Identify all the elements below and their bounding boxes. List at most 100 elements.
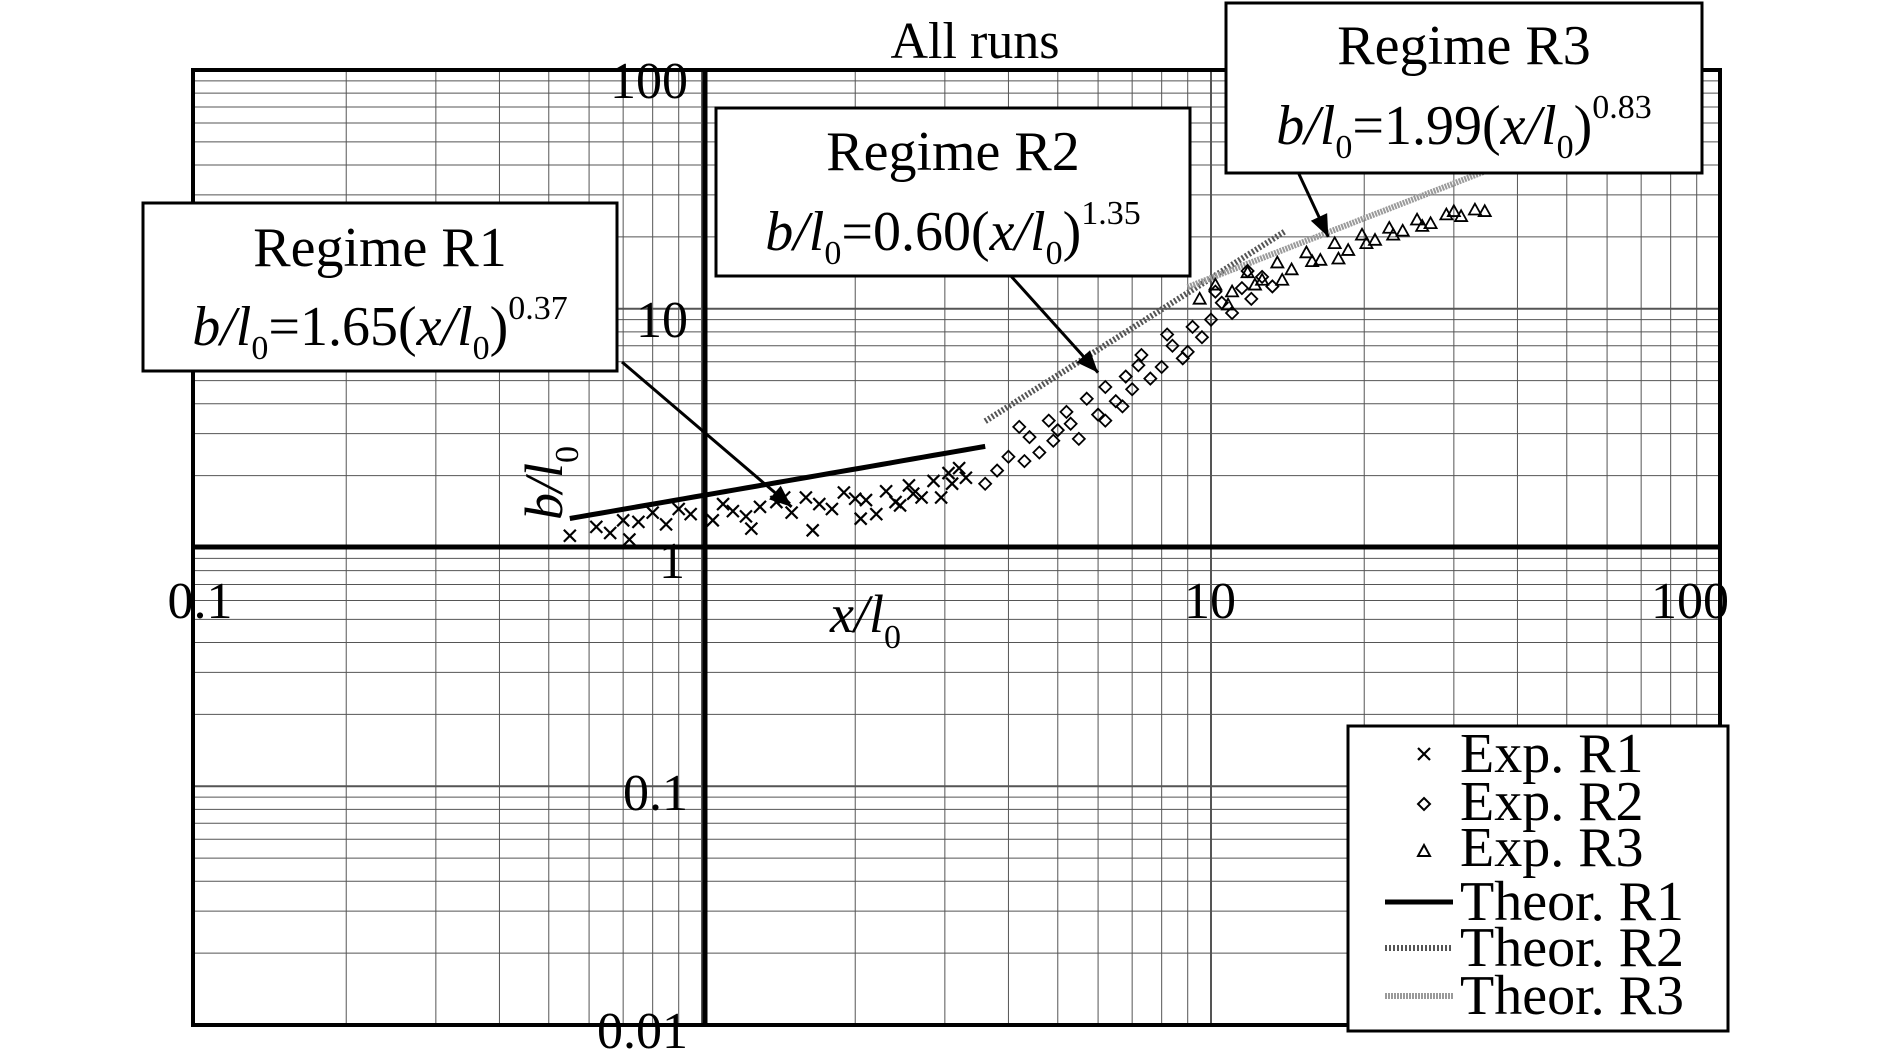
theory-line-r1 bbox=[569, 443, 986, 521]
y-axis-label-main: b/l bbox=[514, 463, 574, 520]
legend: Exp. R1 Exp. R2 Exp. R3 Theor. R1 Theor.… bbox=[1346, 723, 1730, 1033]
cross-stroke bbox=[812, 497, 827, 511]
arrow-head-r1 bbox=[769, 485, 792, 507]
annotation-title: Regime R1 bbox=[253, 217, 507, 279]
legend-frame bbox=[1346, 724, 1730, 1033]
cross-marker bbox=[603, 526, 617, 540]
y-tick-label: 100 bbox=[610, 53, 688, 110]
triangle-marker bbox=[1385, 226, 1401, 241]
cross-stroke bbox=[853, 511, 868, 526]
cross-marker bbox=[902, 478, 916, 493]
cross-stroke bbox=[716, 497, 730, 511]
cross-stroke bbox=[622, 532, 637, 547]
cross-marker bbox=[616, 513, 630, 528]
triangle-marker bbox=[1224, 283, 1240, 298]
cross-marker bbox=[589, 520, 604, 534]
cross-marker bbox=[859, 493, 873, 507]
legend-item-theor-r3: Theor. R3 bbox=[1385, 965, 1684, 1027]
triangle-marker bbox=[1304, 253, 1320, 268]
annotation-equation: b/l0=0.60(x/l0)1.35 bbox=[765, 195, 1141, 272]
cross-marker bbox=[784, 505, 799, 520]
triangle-marker bbox=[1274, 272, 1290, 286]
diamond-marker bbox=[1185, 319, 1200, 335]
x-axis-label-main: x/l bbox=[829, 584, 884, 644]
legend-label: Theor. R1 bbox=[1460, 871, 1684, 933]
cross-stroke bbox=[799, 490, 813, 505]
triangle-marker bbox=[1240, 264, 1256, 279]
diamond-marker bbox=[1098, 379, 1113, 395]
diamond-marker bbox=[1118, 369, 1134, 384]
annotation-box-r3: Regime R3 b/l0=1.99(x/l0)0.83 bbox=[1224, 1, 1704, 175]
triangle-marker bbox=[1477, 203, 1493, 217]
cross-stroke bbox=[589, 520, 604, 534]
triangle-marker bbox=[1423, 215, 1439, 229]
cross-marker bbox=[926, 474, 941, 488]
annotation-coef: 1.99 bbox=[1384, 95, 1482, 157]
annotation-equation: b/l0=1.65(x/l0)0.37 bbox=[192, 290, 568, 367]
diamond-marker bbox=[1254, 269, 1270, 285]
legend-label: Theor. R2 bbox=[1460, 917, 1684, 979]
legend-label: Exp. R3 bbox=[1460, 817, 1644, 879]
cross-stroke bbox=[888, 495, 903, 509]
cross-marker bbox=[799, 490, 813, 505]
legend-item-exp-r3: Exp. R3 bbox=[1416, 817, 1644, 879]
cross-marker bbox=[622, 532, 637, 547]
diamond-marker bbox=[1098, 413, 1113, 428]
cross-stroke bbox=[859, 493, 873, 507]
triangle-marker bbox=[1330, 250, 1346, 265]
triangle-marker bbox=[1284, 261, 1300, 276]
cross-marker bbox=[805, 523, 820, 538]
cross-stroke bbox=[945, 476, 959, 491]
y-axis-label-sub: 0 bbox=[549, 446, 586, 463]
cross-stroke bbox=[784, 505, 799, 520]
annotation-exponent: 0.83 bbox=[1592, 89, 1652, 126]
diamond-marker bbox=[1050, 422, 1066, 438]
diamond-marker bbox=[1032, 445, 1047, 460]
diamond-marker bbox=[1115, 399, 1130, 414]
arrow-line-r1 bbox=[621, 360, 793, 508]
cross-marker bbox=[848, 491, 863, 506]
triangle-marker bbox=[1269, 254, 1285, 269]
cross-marker-icon bbox=[1417, 747, 1431, 761]
triangle-marker bbox=[1312, 252, 1328, 266]
legend-item-exp-r2: Exp. R2 bbox=[1416, 771, 1644, 833]
cross-stroke bbox=[603, 526, 617, 540]
triangle-marker bbox=[1298, 244, 1314, 259]
x-tick-label: 10 bbox=[1184, 573, 1236, 630]
cross-marker bbox=[853, 511, 868, 526]
cross-stroke bbox=[683, 507, 698, 521]
diamond-marker bbox=[1124, 381, 1140, 397]
y-tick-label: 0.01 bbox=[597, 1003, 688, 1060]
cross-stroke bbox=[959, 470, 973, 485]
annotation-frame bbox=[1224, 1, 1704, 175]
triangle-marker bbox=[1367, 232, 1383, 246]
cross-stroke bbox=[952, 461, 966, 475]
cross-marker bbox=[706, 513, 720, 528]
cross-stroke bbox=[926, 474, 941, 488]
cross-marker bbox=[671, 502, 686, 516]
legend-item-theor-r2: Theor. R2 bbox=[1385, 917, 1684, 979]
diamond-marker bbox=[1180, 344, 1195, 360]
annotation-title: Regime R2 bbox=[826, 121, 1080, 183]
annotation-title: Regime R3 bbox=[1337, 15, 1591, 77]
cross-stroke bbox=[879, 484, 893, 499]
cross-marker bbox=[888, 495, 903, 509]
diamond-marker bbox=[1203, 312, 1219, 327]
cross-stroke bbox=[616, 513, 630, 528]
y-tick-label: 0.1 bbox=[623, 765, 688, 822]
y-tick-label: 10 bbox=[636, 292, 688, 349]
cross-stroke bbox=[837, 485, 851, 500]
diamond-marker bbox=[1131, 357, 1146, 373]
cross-marker bbox=[837, 485, 851, 500]
diamond-marker bbox=[1244, 291, 1259, 307]
cross-stroke bbox=[934, 490, 948, 505]
theory-lines bbox=[569, 167, 1489, 521]
x-axis-label-sub: 0 bbox=[884, 619, 901, 656]
cross-stroke bbox=[941, 466, 956, 480]
cross-stroke bbox=[659, 517, 673, 532]
triangle-marker bbox=[1467, 201, 1483, 216]
diamond-marker bbox=[1165, 338, 1180, 354]
theory-line-r2 bbox=[983, 228, 1287, 424]
diamond-marker bbox=[1090, 407, 1106, 422]
cross-marker bbox=[945, 476, 959, 491]
